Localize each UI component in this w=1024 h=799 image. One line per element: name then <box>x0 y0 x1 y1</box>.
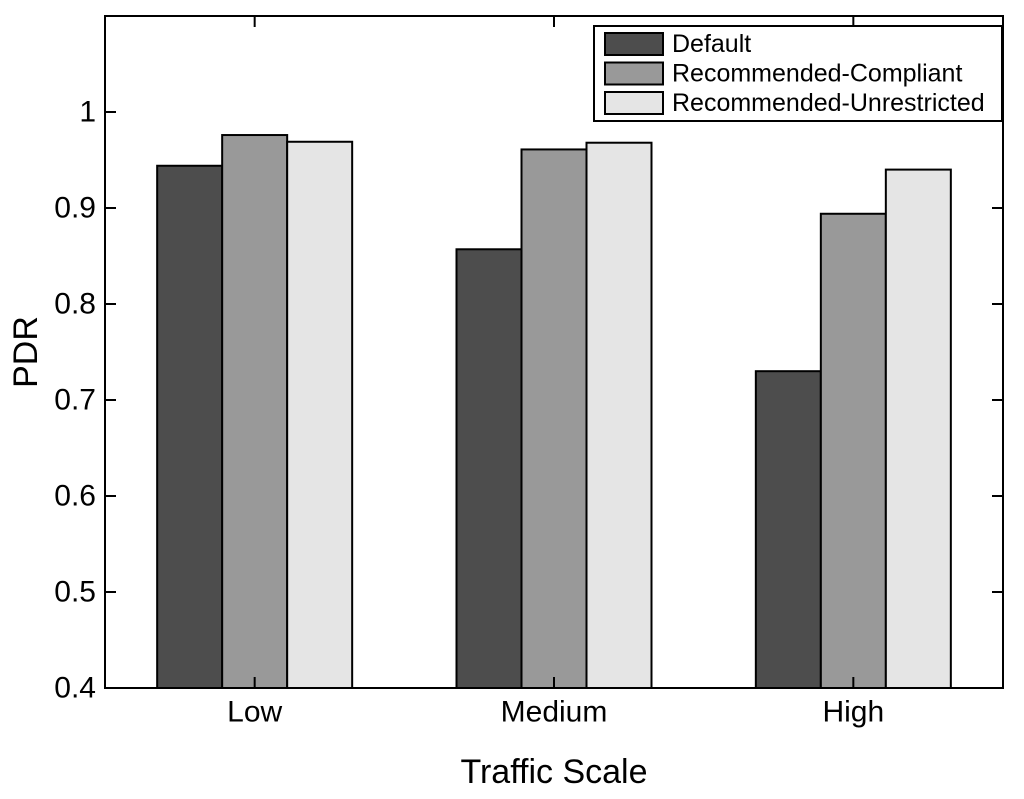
legend-swatch-default <box>604 32 664 56</box>
bar-low-recommended-compliant <box>221 134 289 690</box>
legend-label-recommended-compliant: Recommended-Compliant <box>672 60 962 88</box>
x-tick-label-medium: Medium <box>501 696 608 729</box>
legend-label-recommended-unrestricted: Recommended-Unrestricted <box>672 89 985 117</box>
legend-label-default: Default <box>672 30 751 58</box>
bar-high-default <box>754 370 822 689</box>
bar-medium-recommended-compliant <box>520 148 588 689</box>
bar-medium-recommended-unrestricted <box>585 141 653 690</box>
y-tick-label: 0.4 <box>54 672 96 705</box>
y-tick-label: 0.5 <box>54 576 96 609</box>
legend-swatch-recommended-unrestricted <box>604 91 664 115</box>
legend-swatch-recommended-compliant <box>604 61 664 86</box>
bar-high-recommended-compliant <box>819 212 887 689</box>
y-tick-label: 1 <box>79 96 96 129</box>
bar-low-recommended-unrestricted <box>286 140 354 689</box>
bar-medium-default <box>455 248 523 689</box>
y-axis-label: PDR <box>7 316 45 388</box>
y-tick-label: 0.9 <box>54 192 96 225</box>
y-tick-label: 0.6 <box>54 480 96 513</box>
x-axis-label: Traffic Scale <box>460 753 647 791</box>
x-tick-label-high: High <box>822 696 884 729</box>
y-tick-label: 0.8 <box>54 288 96 321</box>
bar-low-default <box>156 164 224 689</box>
y-tick-label: 0.7 <box>54 384 96 417</box>
bar-high-recommended-unrestricted <box>884 168 952 690</box>
x-tick-label-low: Low <box>227 696 282 729</box>
